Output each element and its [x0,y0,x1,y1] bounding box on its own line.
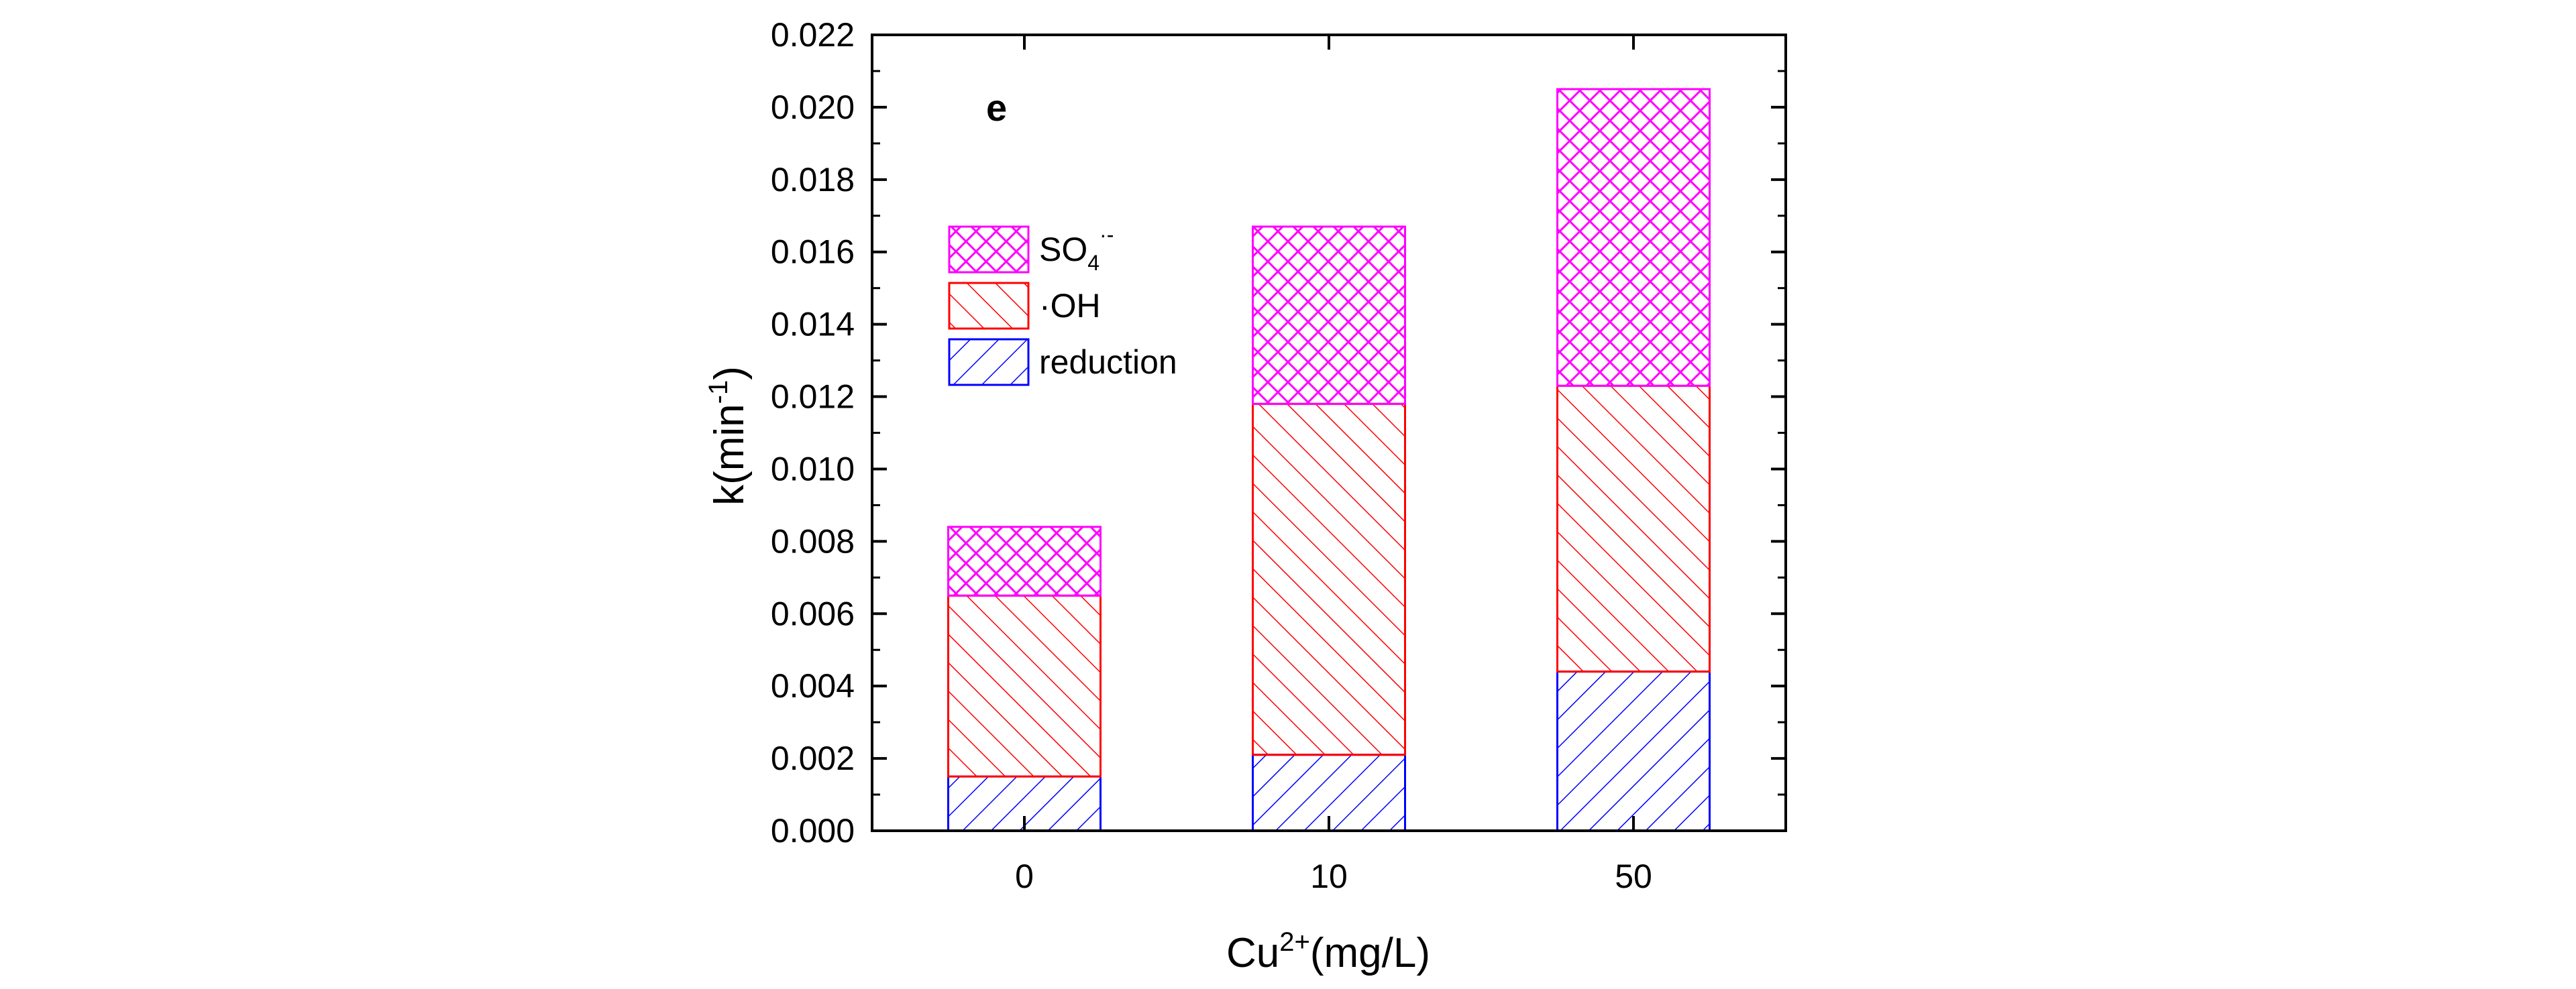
x-tick-label: 0 [1015,858,1034,895]
legend-so4-sub: 4 [1087,251,1099,275]
y-tick-label: 0.022 [771,16,855,54]
legend-swatch-1 [948,282,1030,330]
legend-so4-base: SO [1039,231,1087,268]
bar-segment-2-cat-0 [947,526,1102,597]
bar-segment-1-cat-0 [947,594,1102,778]
bar-segment-2-cat-1 [1252,225,1406,405]
x-tick-label: 10 [1310,858,1348,895]
y-axis-title-sup: -1 [704,380,733,404]
y-tick-label: 0.000 [771,812,855,850]
legend-label-2: reduction [1039,343,1177,381]
y-tick-label: 0.002 [771,740,855,777]
y-tick-label: 0.010 [771,450,855,487]
legend-so4-sup: ·- [1099,223,1114,247]
bars-layer [947,88,1711,832]
x-axis-title-sup: 2+ [1279,927,1310,957]
x-axis-title-base: Cu [1226,930,1279,976]
legend-swatch-0 [948,225,1030,274]
legend-label-1: ·OH [1039,287,1101,325]
y-tick-label: 0.008 [771,522,855,560]
bar-segment-1-cat-2 [1556,384,1711,673]
bar-segment-2-cat-2 [1556,88,1711,387]
x-axis-title: Cu2+(mg/L) [1226,927,1430,976]
legend-label-0: SO4·- [1039,223,1114,275]
y-tick-label: 0.006 [771,595,855,632]
y-tick-label: 0.014 [771,306,855,343]
y-axis-title-base: k(min [706,404,753,506]
x-tick-label: 50 [1615,858,1652,895]
bar-segment-1-cat-1 [1252,402,1406,756]
y-axis-title-rest: ) [706,366,753,380]
y-tick-label: 0.004 [771,667,855,705]
axis-ticks: 0.000 0.002 0.004 0.006 0.008 0.010 0.012 0.014… [771,16,1786,895]
panel-label: e [986,86,1007,129]
y-tick-label: 0.018 [771,161,855,198]
y-tick-label: 0.020 [771,89,855,126]
x-axis-title-rest: (mg/L) [1310,930,1430,976]
legend: SO4·- ·OH reduction [948,223,1177,386]
legend-swatch-2 [948,338,1030,386]
y-tick-label: 0.012 [771,378,855,416]
y-tick-label: 0.016 [771,233,855,271]
y-axis-title: k(min-1) [704,366,753,506]
bar-segment-0-cat-2 [1556,671,1711,832]
